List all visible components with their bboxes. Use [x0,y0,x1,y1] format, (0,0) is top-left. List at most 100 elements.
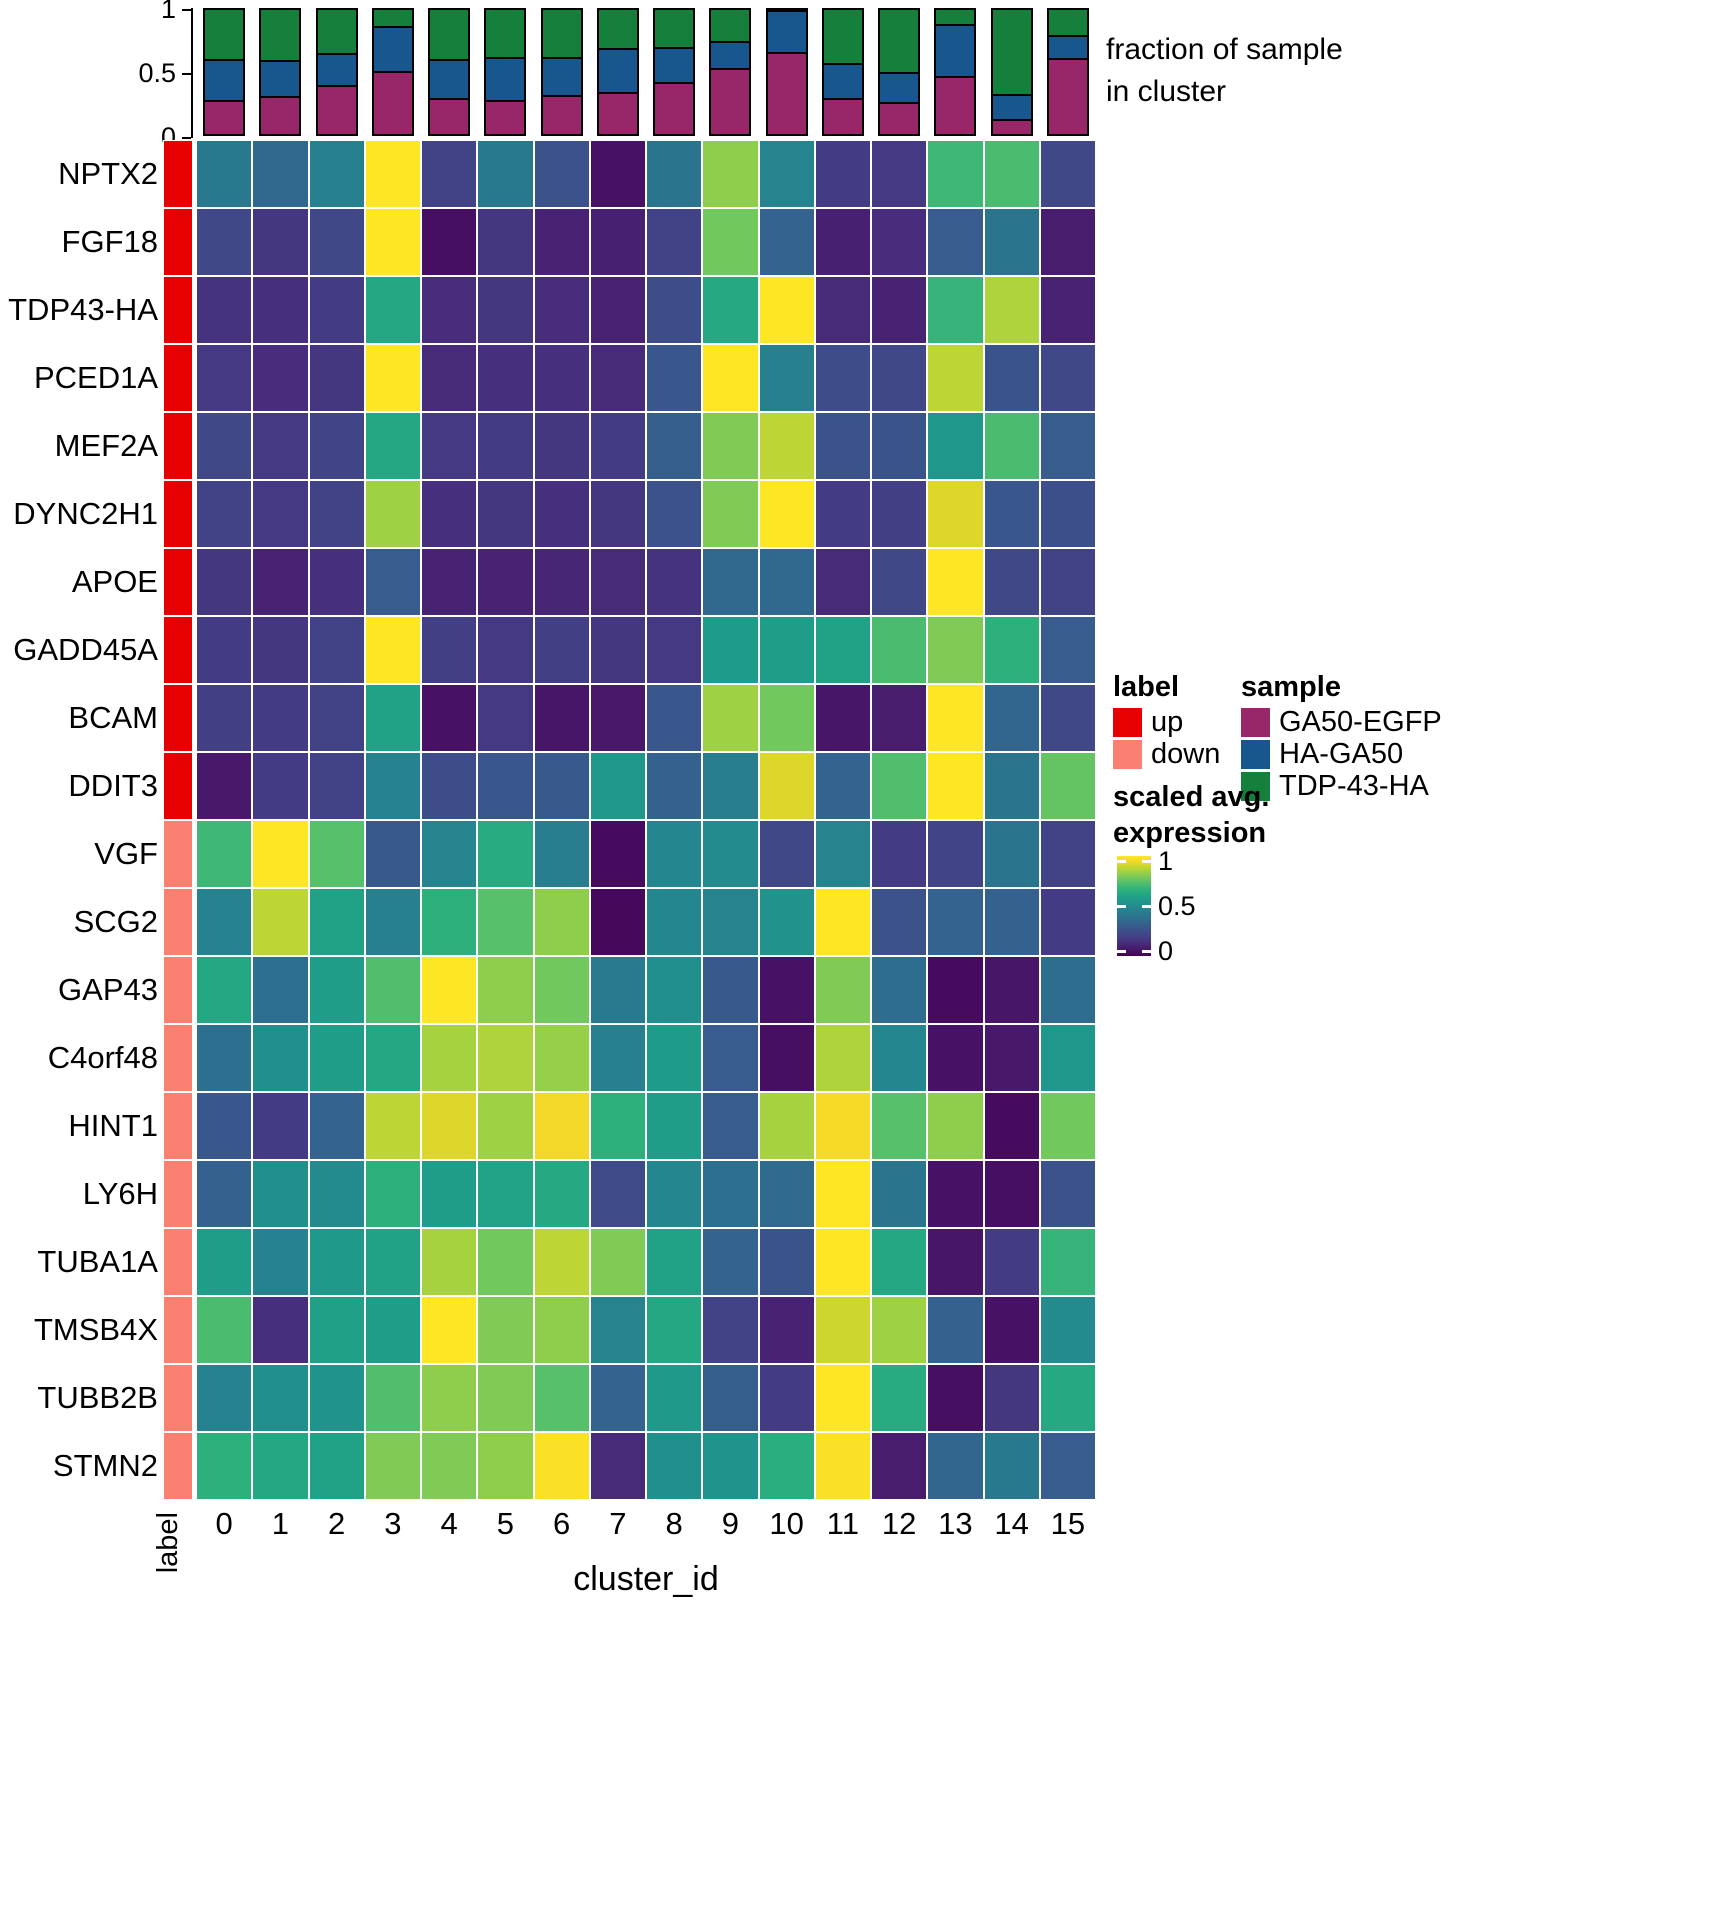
heatmap-cell [421,616,478,684]
x-tick-13: 13 [938,1506,973,1541]
bar-segment-ga50-egfp [598,92,637,134]
heatmap-cell [814,1228,871,1296]
heatmap-cell [533,1296,590,1364]
gene-label-hint1: HINT1 [68,1108,158,1143]
heatmap-cell [702,616,759,684]
heatmap-cell [1039,480,1096,548]
bar-axis-label-1: 1 [160,0,176,24]
heatmap-cell [758,344,815,412]
x-tick-14: 14 [994,1506,1029,1541]
heatmap-cell [702,1092,759,1160]
heatmap-cell [533,548,590,616]
bar-segment-ga50-egfp [655,81,694,134]
heatmap-cell [252,548,309,616]
heatmap-cell [589,480,646,548]
heatmap-cell [308,752,365,820]
heatmap-cell [477,888,534,956]
heatmap-cell [477,1432,534,1500]
heatmap-cell [589,412,646,480]
stacked-bar-cluster-2 [315,8,358,136]
label-cell-up [163,276,193,344]
bar-segment-ga50-egfp [880,102,919,134]
gene-label-stmn2: STMN2 [52,1448,158,1483]
fraction-annotation-line1: fraction of sample [1106,33,1343,66]
bar-segment-tdp-43-ha [430,10,469,60]
heatmap-cell [533,344,590,412]
heatmap-cell [702,140,759,208]
heatmap-cell [814,684,871,752]
bar-segment-ha-ga50 [823,62,862,99]
heatmap-cell [252,412,309,480]
legend-sample-item-haga50: HA-GA50 [1241,740,1403,769]
heatmap-cell [871,276,928,344]
x-tick-4: 4 [440,1506,458,1541]
heatmap-cell [364,1092,421,1160]
legend-sample-item-ga50egfp: GA50-EGFP [1241,708,1442,737]
heatmap-cell [421,548,478,616]
gene-label-fgf18: FGF18 [61,224,158,259]
heatmap-cell [871,1024,928,1092]
heatmap-cell [646,1228,703,1296]
heatmap-cell [758,1296,815,1364]
x-tick-15: 15 [1050,1506,1086,1541]
heatmap-cell [252,1160,309,1228]
heatmap-cell [758,480,815,548]
heatmap-cell [983,956,1040,1024]
heatmap-cell [421,480,478,548]
heatmap-cell [983,344,1040,412]
heatmap-cell [983,888,1040,956]
x-tick-2: 2 [328,1506,346,1541]
heatmap-cell [196,1160,253,1228]
heatmap-cell [871,684,928,752]
bar-segment-ha-ga50 [205,59,244,100]
heatmap-cell [252,140,309,208]
heatmap-cell [1039,820,1096,888]
heatmap-cell [983,140,1040,208]
heatmap-cell [871,820,928,888]
heatmap-cell [308,1024,365,1092]
heatmap-row-tmsb4x [196,1296,1096,1364]
heatmap-cell [477,1296,534,1364]
heatmap-row-vgf [196,820,1096,888]
bar-segment-ha-ga50 [542,56,581,95]
gene-label-vgf: VGF [94,836,158,871]
heatmap-cell [758,684,815,752]
heatmap-cell [758,888,815,956]
heatmap-cell [308,480,365,548]
heatmap-cell [421,344,478,412]
heatmap-cell [308,276,365,344]
bar-segment-ha-ga50 [1048,35,1087,58]
bar-segment-tdp-43-ha [542,10,581,57]
heatmap-cell [196,1228,253,1296]
fraction-annotation-line2: in cluster [1106,75,1227,108]
label-cell-up [163,616,193,684]
stacked-bar-cluster-5 [484,8,527,136]
heatmap-cell [927,956,984,1024]
colorbar-tick-0: 0 [1158,936,1174,966]
bar-axis-line [191,8,193,138]
label-cell-down [163,956,193,1024]
gene-label-nptx2: NPTX2 [58,156,158,191]
heatmap-cell [252,208,309,276]
heatmap-cell [477,480,534,548]
heatmap-cell [927,888,984,956]
heatmap-cell [927,1092,984,1160]
heatmap-cell [196,1296,253,1364]
heatmap-cell [983,1160,1040,1228]
heatmap-cell [1039,1228,1096,1296]
heatmap-cell [196,1024,253,1092]
heatmap-cell [1039,344,1096,412]
heatmap-cell [814,1024,871,1092]
heatmap-cell [983,1296,1040,1364]
heatmap-cell [364,140,421,208]
heatmap-cell [927,684,984,752]
heatmap-cell [196,140,253,208]
x-tick-0: 0 [215,1506,233,1541]
heatmap-cell [477,344,534,412]
heatmap-cell [927,1296,984,1364]
heatmap-cell [364,820,421,888]
gene-label-dync2h1: DYNC2H1 [13,496,158,531]
gene-label-pced1a: PCED1A [33,360,158,395]
heatmap-cell [814,956,871,1024]
heatmap-cell [814,616,871,684]
